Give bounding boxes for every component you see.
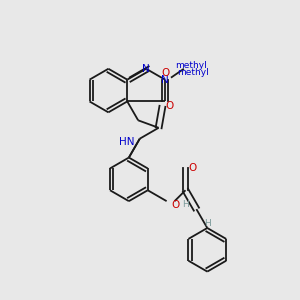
Text: H: H: [182, 200, 188, 209]
Text: N: N: [161, 75, 169, 85]
Text: H: H: [204, 219, 211, 228]
Text: O: O: [165, 101, 173, 111]
Text: HN: HN: [119, 137, 135, 147]
Text: O: O: [188, 164, 196, 173]
Text: O: O: [161, 68, 169, 78]
Text: methyl: methyl: [175, 61, 207, 70]
Text: methyl: methyl: [177, 68, 209, 76]
Text: O: O: [172, 200, 180, 210]
Text: N: N: [142, 64, 150, 74]
